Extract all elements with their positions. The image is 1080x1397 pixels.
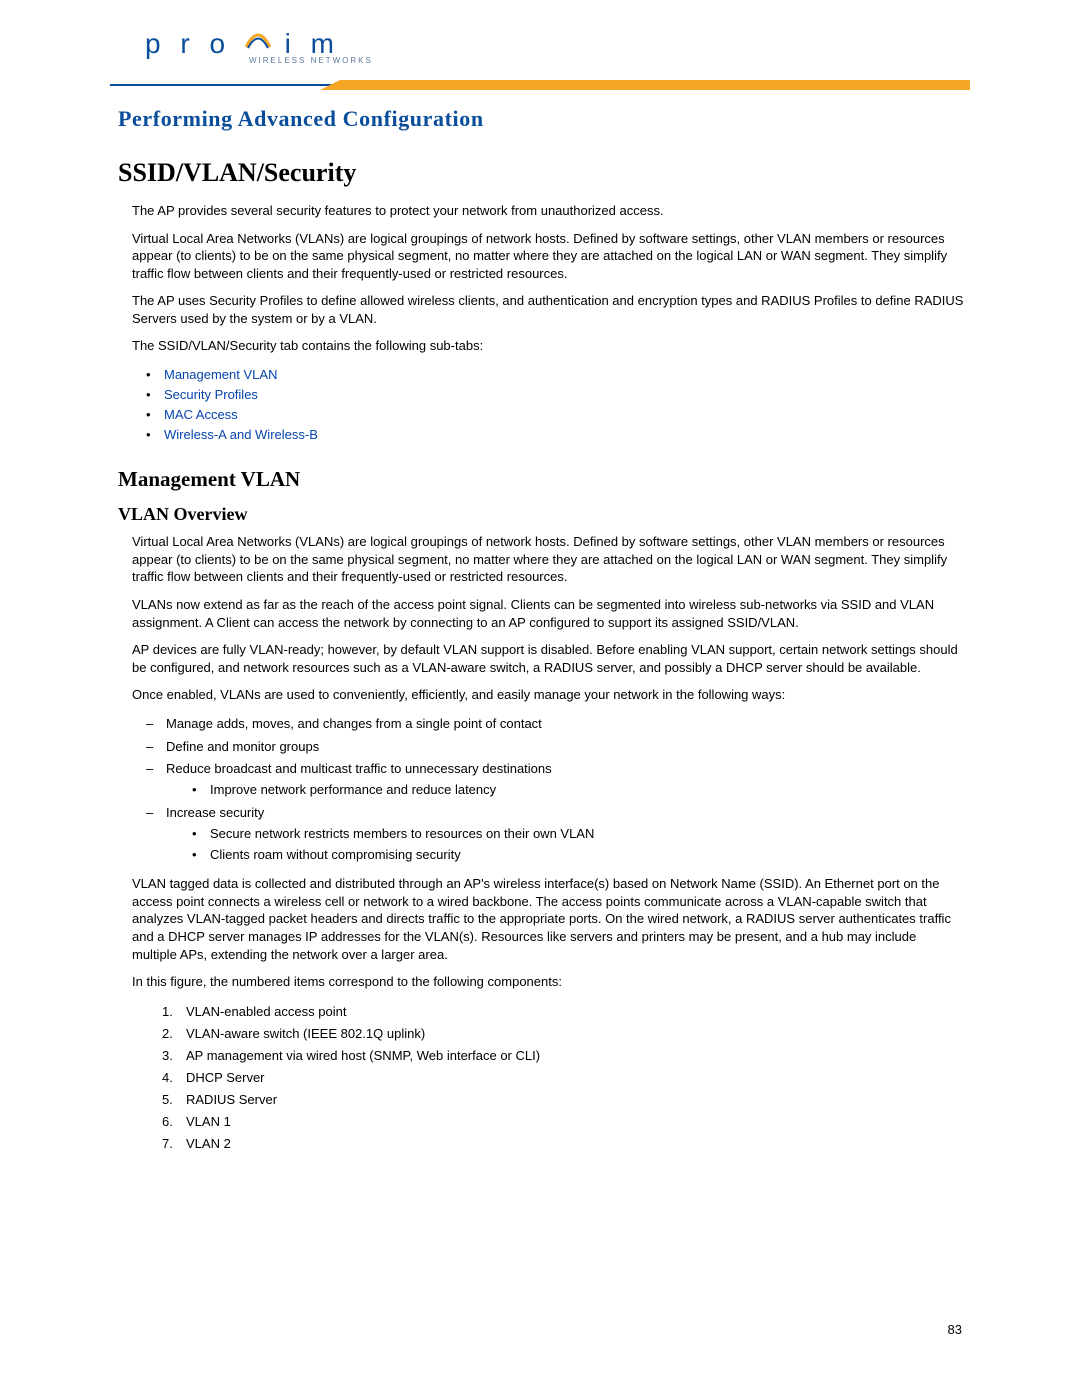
intro-paragraph: The SSID/VLAN/Security tab contains the … [132,337,964,355]
list-item: DHCP Server [162,1067,964,1089]
header-divider [110,80,970,90]
list-item: Improve network performance and reduce l… [192,780,964,801]
list-item: VLAN 1 [162,1111,964,1133]
logo-text-left: p r o [145,28,231,59]
list-item: Define and monitor groups [146,737,964,758]
section-title: SSID/VLAN/Security [118,158,964,188]
link-security-profiles[interactable]: Security Profiles [164,387,258,402]
chapter-title: Performing Advanced Configuration [118,106,964,132]
link-management-vlan[interactable]: Management VLAN [164,367,277,382]
intro-paragraph: The AP uses Security Profiles to define … [132,292,964,327]
list-item: Increase security Secure network restric… [146,803,964,865]
list-item: Manage adds, moves, and changes from a s… [146,714,964,735]
logo-text-right: i m [285,28,340,59]
list-item: VLAN-enabled access point [162,1001,964,1023]
list-item: Reduce broadcast and multicast traffic t… [146,759,964,801]
sub-list: Improve network performance and reduce l… [192,780,964,801]
body-paragraph: In this figure, the numbered items corre… [132,973,964,991]
intro-paragraph: The AP provides several security feature… [132,202,964,220]
subtab-link-list: Management VLAN Security Profiles MAC Ac… [146,365,964,446]
list-item: Wireless-A and Wireless-B [146,425,964,445]
figure-components-list: VLAN-enabled access point VLAN-aware swi… [162,1001,964,1156]
subsubsection-title: VLAN Overview [118,504,964,525]
intro-paragraph: Virtual Local Area Networks (VLANs) are … [132,230,964,283]
link-wireless-ab[interactable]: Wireless-A and Wireless-B [164,427,318,442]
link-mac-access[interactable]: MAC Access [164,407,238,422]
list-item: Secure network restricts members to reso… [192,824,964,845]
list-item: AP management via wired host (SNMP, Web … [162,1045,964,1067]
logo-tagline: WIRELESS NETWORKS [249,56,405,65]
body-paragraph: VLANs now extend as far as the reach of … [132,596,964,631]
list-item: Security Profiles [146,385,964,405]
page-content: Performing Advanced Configuration SSID/V… [118,106,964,1165]
body-paragraph: Once enabled, VLANs are used to convenie… [132,686,964,704]
page-number: 83 [948,1322,962,1337]
list-item: VLAN-aware switch (IEEE 802.1Q uplink) [162,1023,964,1045]
sub-list: Secure network restricts members to reso… [192,824,964,866]
subsection-title: Management VLAN [118,467,964,492]
list-item: VLAN 2 [162,1133,964,1155]
list-item: RADIUS Server [162,1089,964,1111]
list-item: Clients roam without compromising securi… [192,845,964,866]
body-paragraph: VLAN tagged data is collected and distri… [132,875,964,963]
logo-swoosh-icon [245,26,271,58]
brand-logo: p r o i m WIRELESS NETWORKS [145,28,405,78]
management-benefits-list: Manage adds, moves, and changes from a s… [146,714,964,866]
list-item: MAC Access [146,405,964,425]
list-item: Management VLAN [146,365,964,385]
body-paragraph: Virtual Local Area Networks (VLANs) are … [132,533,964,586]
body-paragraph: AP devices are fully VLAN-ready; however… [132,641,964,676]
